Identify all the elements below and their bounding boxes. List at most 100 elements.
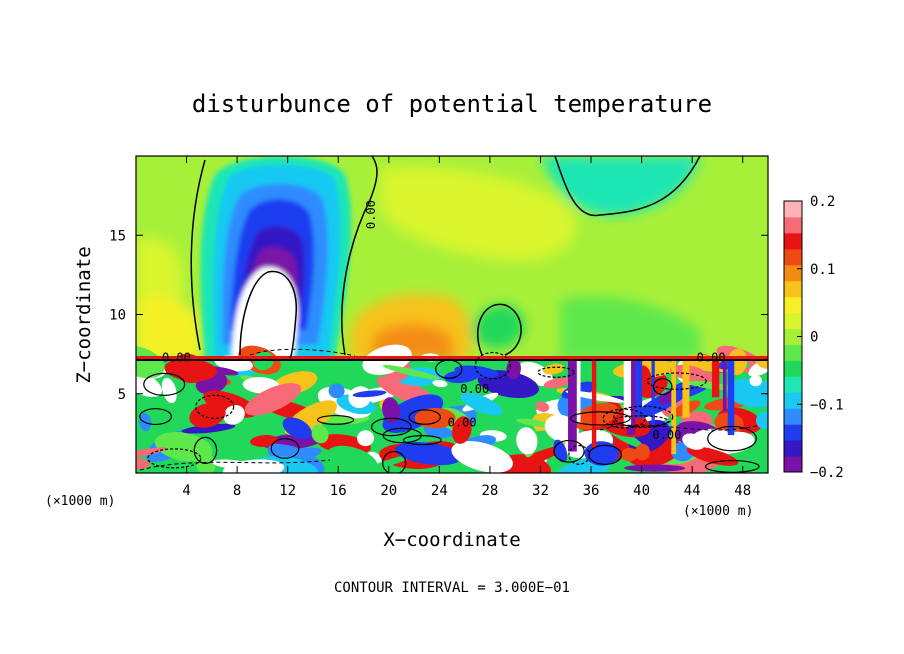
contour-label: 0.00 <box>162 350 191 364</box>
turbulence-streak <box>711 357 720 398</box>
turbulence-blob <box>181 423 236 434</box>
contour-neg-1 <box>249 348 356 357</box>
contour-label: 0.00 <box>697 350 726 364</box>
x-axis-label: X−coordinate <box>383 529 520 551</box>
x-tick-label: 24 <box>431 483 448 499</box>
y-axis: 5 10 15 <box>109 228 768 403</box>
turbulence-streak <box>633 357 643 414</box>
colorbar-swatch <box>784 408 802 425</box>
turbulence-blob <box>454 365 499 379</box>
warm-band-upper <box>380 166 577 262</box>
turbulence-streak <box>682 357 690 418</box>
colorbar-swatch <box>784 344 802 361</box>
turbulence-blob <box>543 377 571 389</box>
colorbar-swatch <box>784 312 802 330</box>
turbulence-blob <box>535 401 550 412</box>
colorbar-tick-label: −0.2 <box>810 465 844 481</box>
turbulence-blob <box>136 345 165 379</box>
colorbar-swatch <box>784 296 802 314</box>
colorbar-swatch <box>784 216 802 234</box>
contour-line <box>435 359 463 379</box>
turbulence-blob <box>222 459 285 473</box>
x-unit-left: (×1000 m) <box>45 494 115 509</box>
contour-warm-core <box>239 270 297 359</box>
turbulence-streak <box>727 357 735 436</box>
turbulence-blob <box>726 378 768 408</box>
turbulence-blob <box>624 464 686 472</box>
turbulence-streak <box>591 357 597 448</box>
contour-interval: CONTOUR INTERVAL = 3.000E−01 <box>334 580 570 596</box>
turbulence-blob <box>136 447 167 461</box>
turbulence-blob <box>749 375 762 387</box>
turbulence-blob <box>755 410 768 429</box>
x-tick-label: 48 <box>734 483 751 499</box>
y-axis-label: Z−coordinate <box>73 246 95 383</box>
turbulence-streak <box>568 357 577 452</box>
turbulence-blob <box>357 430 375 447</box>
contour-line <box>569 411 631 426</box>
turbulence-blob <box>682 433 705 450</box>
y-tick-label: 5 <box>118 387 126 403</box>
green-band-left <box>136 238 183 310</box>
contour-line <box>143 372 186 396</box>
contour-line <box>553 439 585 463</box>
colorbar-swatch <box>784 392 802 409</box>
contour-line <box>537 366 575 378</box>
colorbar <box>784 201 802 473</box>
contour-zero-left <box>190 159 206 351</box>
turbulence-blob <box>352 390 387 398</box>
colorbar-swatch <box>784 440 802 457</box>
turbulence-blob <box>382 364 440 380</box>
turbulence-blob <box>161 377 177 404</box>
contour-line <box>704 459 760 473</box>
turbulence-blob <box>311 424 329 444</box>
turbulence-blob <box>432 379 448 388</box>
contour-line <box>707 425 757 452</box>
contour-line <box>147 448 202 469</box>
turbulence-blob <box>414 407 456 429</box>
x-tick-label: 40 <box>633 483 650 499</box>
turbulence-blob <box>244 383 302 416</box>
turbulence-blob <box>395 442 462 466</box>
contour-line <box>646 372 707 390</box>
contour-line <box>613 405 674 429</box>
turbulence-blob <box>175 399 196 410</box>
turbulence-blob <box>250 435 279 447</box>
contour-zero-plume <box>341 156 378 356</box>
turbulence-blob <box>542 363 565 375</box>
colorbar-swatch <box>784 201 802 218</box>
y-tick-label: 10 <box>109 308 126 324</box>
x-tick-label: 36 <box>583 483 600 499</box>
colorbar-swatch <box>784 248 802 266</box>
x-tick-label: 12 <box>279 483 296 499</box>
x-tick-label: 28 <box>481 483 498 499</box>
x-tick-label: 44 <box>684 483 701 499</box>
turbulence-blob <box>452 416 472 444</box>
contour-line <box>408 409 442 425</box>
turbulence-blob <box>634 443 650 461</box>
turbulence-blob <box>327 445 378 473</box>
turbulence-streak <box>722 357 727 412</box>
contour-line <box>270 438 300 459</box>
colorbar-tick-label: 0.2 <box>810 194 835 210</box>
turbulence-blob <box>171 353 207 384</box>
contour-label: 0.00 <box>460 382 489 396</box>
green-patch-1 <box>470 304 525 349</box>
x-unit-right: (×1000 m) <box>683 504 753 519</box>
x-tick-label: 20 <box>380 483 397 499</box>
contour-line <box>474 351 511 380</box>
colorbar-swatch <box>784 232 802 250</box>
colorbar-swatch <box>784 328 802 345</box>
turbulence-streak <box>626 357 636 436</box>
turbulence-streak <box>671 357 677 455</box>
warm-left-lower <box>136 296 200 360</box>
contour-line <box>139 408 172 426</box>
turbulence-blob <box>382 397 401 424</box>
turbulence-blob <box>621 447 638 462</box>
contour-line <box>195 394 235 419</box>
chart-title: disturbunce of potential temperature <box>192 90 712 118</box>
turbulence-blob <box>136 368 163 397</box>
contour-zero-patch <box>477 303 522 356</box>
turbulence-streak <box>651 357 655 426</box>
